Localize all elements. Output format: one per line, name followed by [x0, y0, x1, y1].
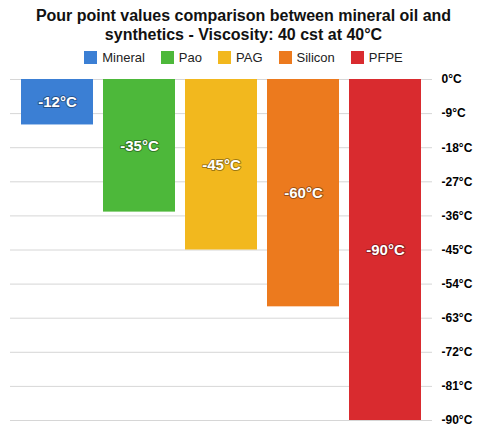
svg-text:-35°C: -35°C — [120, 137, 159, 154]
html-text:Pour point values comparison b: Pour point values comparison between min… — [35, 7, 452, 43]
svg-text:-54°C: -54°C — [442, 277, 473, 291]
svg-text:-9°C: -9°C — [442, 106, 466, 120]
html-text:Silicon: Silicon — [296, 50, 335, 65]
svg-text:-36°C: -36°C — [442, 209, 473, 223]
svg-text:0°C: 0°C — [442, 72, 462, 86]
svg-text:-81°C: -81°C — [442, 379, 473, 393]
html-text:Pao: Pao — [178, 50, 202, 65]
svg-text:-90°C: -90°C — [366, 241, 405, 258]
html-text:PAG: PAG — [236, 50, 263, 65]
svg-text:-45°C: -45°C — [442, 243, 473, 257]
svg-text:-45°C: -45°C — [202, 156, 241, 173]
svg-text:-72°C: -72°C — [442, 345, 473, 359]
svg-text:-12°C: -12°C — [38, 93, 77, 110]
html-text:Mineral: Mineral — [102, 50, 145, 65]
html-text:PFPE: PFPE — [368, 50, 403, 65]
svg-text:-18°C: -18°C — [442, 141, 473, 155]
svg-text:-27°C: -27°C — [442, 175, 473, 189]
svg-text:-60°C: -60°C — [284, 184, 323, 201]
svg-text:-63°C: -63°C — [442, 311, 473, 325]
svg-text:-90°C: -90°C — [442, 413, 473, 427]
